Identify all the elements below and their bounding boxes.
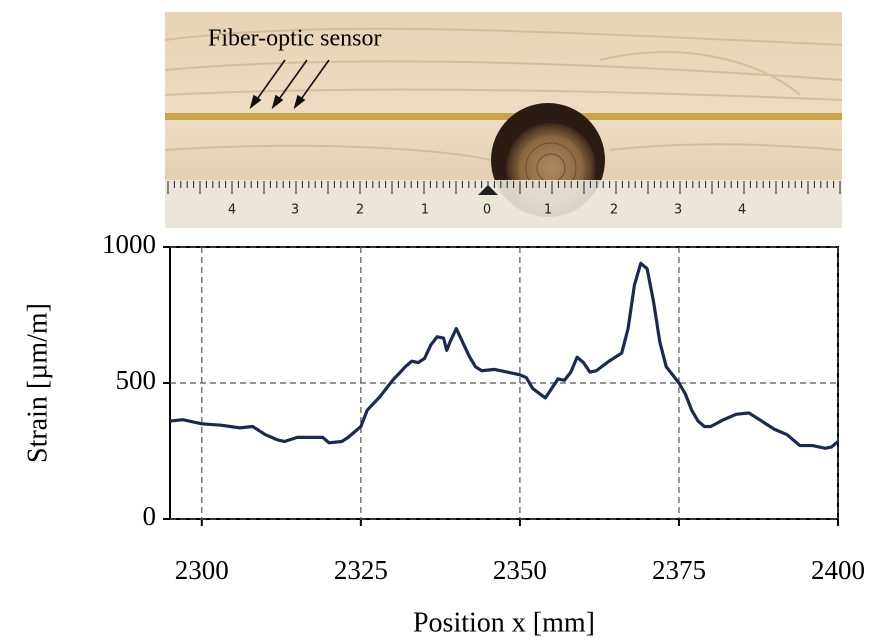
ruler-label: 1 (421, 203, 429, 218)
y-tick-label: 1000 (102, 229, 156, 259)
x-tick-label: 2375 (652, 555, 706, 585)
ruler-label: 0 (483, 203, 491, 218)
ruler-label: 3 (291, 203, 299, 218)
wood-grain (164, 27, 843, 161)
x-tick-label: 2400 (811, 555, 865, 585)
ruler-label: 2 (356, 203, 364, 218)
ruler-label: 4 (228, 203, 236, 218)
ruler-ticks (167, 181, 841, 194)
ruler-label: 2 (610, 203, 618, 218)
ruler-label: 3 (674, 203, 682, 218)
y-tick-label: 500 (116, 365, 157, 395)
ruler-zero-mark (478, 185, 498, 195)
fiber-sensor (165, 113, 842, 120)
data-line (169, 261, 840, 450)
y-tick-label: 0 (143, 501, 157, 531)
arrows (249, 59, 330, 110)
ruler-label: 4 (738, 203, 746, 218)
photo-label: Fiber-optic sensor (208, 26, 381, 52)
photo: Fiber-optic sensor (164, 12, 843, 228)
y-axis-label: Strain [µm/m] (22, 303, 53, 463)
ruler (165, 180, 842, 228)
x-tick-label: 2300 (175, 555, 229, 585)
ruler-label: 1 (544, 203, 552, 218)
x-tick-label: 2350 (493, 555, 547, 585)
x-axis-label: Position x [mm] (413, 607, 595, 638)
x-tick-label: 2325 (334, 555, 388, 585)
